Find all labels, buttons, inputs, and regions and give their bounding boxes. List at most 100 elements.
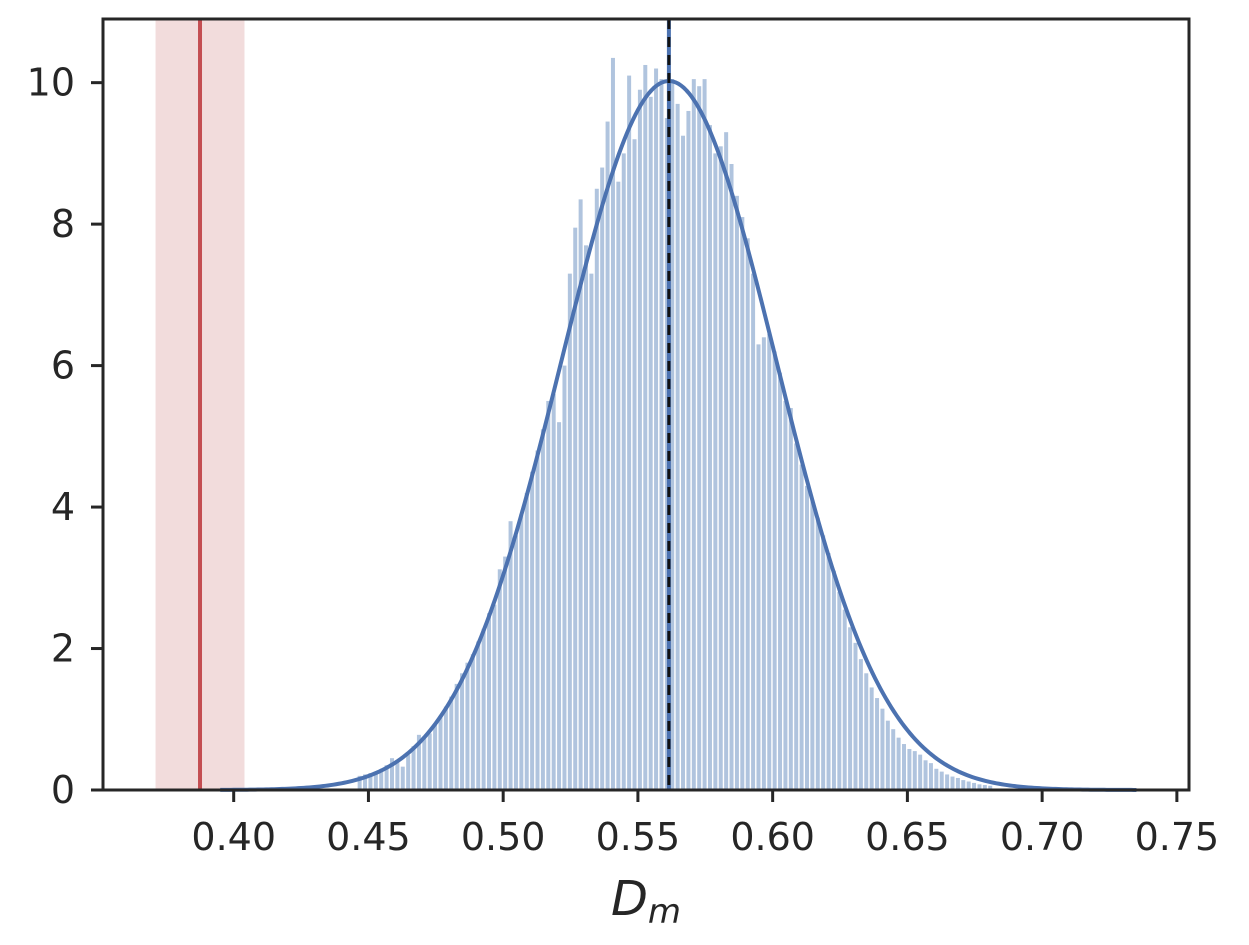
histogram-bar [934, 768, 939, 790]
histogram-bar [621, 153, 626, 790]
histogram-bar [950, 776, 955, 790]
histogram-bar [848, 627, 853, 790]
y-tick-label: 10 [27, 61, 75, 105]
reference-lines [198, 19, 671, 790]
histogram-bar [675, 103, 680, 790]
histogram-bar [880, 708, 885, 790]
histogram-bar [896, 737, 901, 790]
histogram-bar [945, 774, 950, 790]
histogram-bar [481, 628, 486, 790]
histogram-bar [632, 139, 637, 791]
histogram-bar [918, 754, 923, 790]
histogram-bar [691, 79, 696, 791]
histogram-bar [869, 687, 874, 790]
histogram-bar [664, 118, 669, 790]
histogram-bar [616, 181, 621, 790]
histogram-bar [416, 734, 421, 790]
histogram-bar [853, 642, 858, 790]
x-tick-label: 0.65 [865, 815, 950, 859]
histogram-bar [928, 763, 933, 790]
histogram-bar [783, 400, 788, 790]
histogram-bar [443, 706, 448, 790]
y-tick-label: 4 [51, 485, 75, 529]
histogram-bars [357, 57, 993, 791]
histogram-bar [923, 760, 928, 790]
histogram-bar [567, 273, 572, 790]
histogram-bar [681, 135, 686, 791]
histogram-bar [734, 195, 739, 791]
histogram-bar [740, 217, 745, 790]
histogram-bar [492, 604, 497, 790]
histogram-bar [761, 337, 766, 790]
histogram-bar [438, 715, 443, 790]
x-axis-label-main: D [611, 871, 648, 927]
histogram-bar [907, 748, 912, 790]
histogram-bar [707, 125, 712, 791]
histogram-bar [557, 422, 562, 790]
histogram-bar [357, 775, 362, 790]
histogram-bar [594, 188, 599, 790]
histogram-bar [395, 760, 400, 790]
histogram-bar [363, 774, 368, 790]
histogram-bar [702, 79, 707, 791]
histogram-bar [831, 570, 836, 790]
histogram-bar [578, 199, 583, 790]
histogram-bar [826, 553, 831, 790]
histogram-bar [751, 273, 756, 790]
histogram-bar [400, 766, 405, 790]
histogram-bar [508, 521, 513, 790]
histogram-bar [540, 429, 545, 790]
histogram-bar [600, 167, 605, 791]
histogram-bar [535, 450, 540, 790]
histogram-bar [643, 64, 648, 791]
histogram-bar [858, 659, 863, 790]
histogram-bar [670, 79, 675, 791]
histogram-bar [627, 75, 632, 790]
x-tick-label: 0.75 [1135, 815, 1220, 859]
histogram-bar [966, 781, 971, 790]
histogram-bar [487, 613, 491, 790]
histogram-bar [875, 698, 880, 790]
x-axis-label-subscript: m [648, 892, 681, 932]
histogram-bar [605, 121, 610, 791]
histogram-bar [972, 782, 977, 790]
x-tick-label: 0.60 [730, 815, 815, 859]
histogram-bar [794, 443, 799, 790]
histogram-bar [454, 683, 459, 790]
histogram-bar [788, 408, 793, 790]
histogram-bar [902, 744, 906, 790]
histogram-bar [476, 641, 481, 790]
histogram-bar [912, 751, 917, 790]
histogram-bar [821, 535, 826, 790]
histogram-bar [589, 273, 594, 790]
histogram-bar [524, 492, 529, 790]
x-tick-label: 0.50 [461, 815, 546, 859]
histogram-bar [977, 784, 982, 790]
histogram-bar [982, 785, 987, 790]
histogram-bar [745, 238, 750, 791]
histogram-bar [955, 777, 960, 790]
plot-frame [101, 17, 1191, 792]
histogram-bar [864, 673, 869, 790]
histogram-bar [562, 365, 567, 790]
histogram-bar [648, 96, 653, 790]
x-tick-label: 0.40 [191, 815, 276, 859]
histogram-bar [939, 771, 944, 790]
histogram-bar [379, 769, 384, 790]
histogram-bar [470, 654, 475, 790]
histogram-bar [411, 746, 416, 790]
histogram-bar [551, 393, 556, 790]
x-tick-label: 0.55 [596, 815, 681, 859]
histogram-bar [988, 785, 993, 790]
histogram-bar [368, 773, 373, 790]
histogram-bar [686, 110, 691, 791]
y-tick-label: 8 [51, 202, 75, 246]
y-axis-ticks: 0 2 4 6 8 10 [27, 61, 103, 812]
histogram-bar [573, 227, 578, 790]
histogram-bar [427, 733, 432, 790]
histogram-bar [961, 780, 966, 790]
histogram-bar [422, 736, 427, 790]
histogram-bar [433, 724, 438, 790]
histogram-bar [756, 344, 761, 790]
